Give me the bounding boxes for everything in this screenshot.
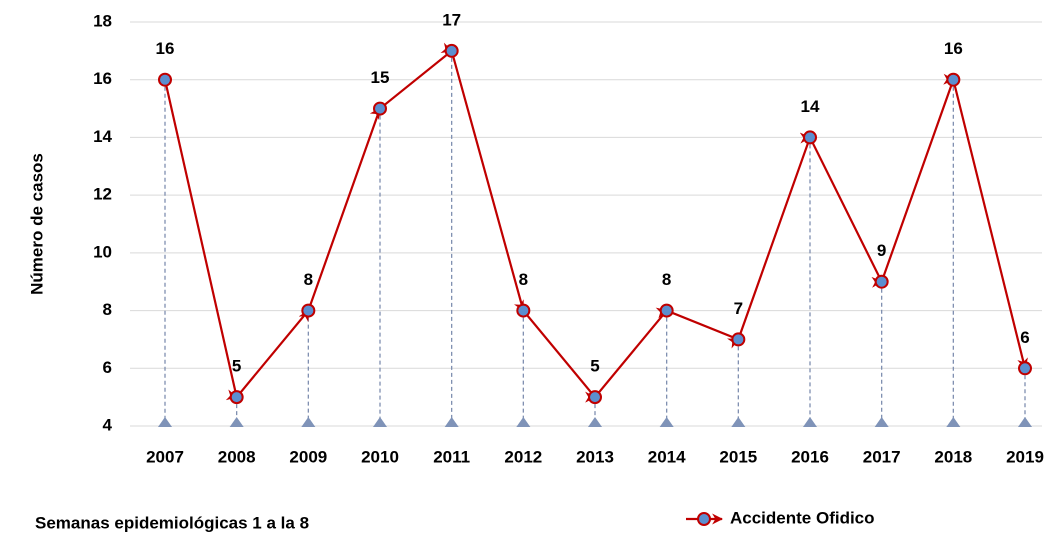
point [229,390,244,405]
series-line [163,42,1028,403]
legend-label: Accidente Ofidico [730,508,875,527]
base-marker [588,417,602,427]
x-tick-label: 2009 [289,447,327,466]
data-label: 8 [519,270,528,289]
x-tick-label: 2008 [218,447,256,466]
data-label: 9 [877,241,886,260]
y-tick-label: 4 [103,415,113,434]
base-marker [946,417,961,427]
data-label: 5 [232,357,241,376]
x-tick-label: 2011 [433,447,470,466]
point [1018,361,1032,376]
base-marker [229,417,244,427]
base-marker [1018,417,1032,427]
x-tick-label: 2010 [361,447,399,466]
legend-marker [697,512,711,526]
base-marker [803,417,817,427]
point [659,303,674,318]
base-marker [731,417,746,427]
data-label: 8 [304,270,313,289]
x-tick-label: 2016 [791,447,829,466]
point [803,130,817,145]
x-tick-label: 2013 [576,447,614,466]
x-tick-label: 2012 [504,447,542,466]
data-label: 16 [156,39,175,58]
point [373,101,387,116]
base-marker [874,417,889,427]
point [946,72,961,87]
y-tick-label: 18 [93,11,112,30]
base-marker [158,417,172,427]
x-tick-label: 2014 [648,447,686,466]
data-label: 17 [442,10,461,29]
x-tick-label: 2018 [934,447,972,466]
y-tick-label: 14 [93,127,112,146]
point [516,303,531,318]
point [158,72,172,87]
point [444,43,459,58]
x-tick-label: 2015 [719,447,757,466]
x-tick-label: 2007 [146,447,184,466]
x-tick-label: 2019 [1006,447,1044,466]
y-tick-label: 12 [93,185,112,204]
point [731,332,746,347]
y-tick-label: 16 [93,69,112,88]
x-axis-label: Semanas epidemiológicas 1 a la 8 [35,513,309,532]
point [874,274,889,289]
y-tick-label: 6 [103,358,112,377]
data-label: 6 [1020,328,1029,347]
x-tick-label: 2017 [863,447,901,466]
data-label: 15 [371,68,390,87]
data-label: 5 [590,357,599,376]
base-marker [659,417,674,427]
data-label: 16 [944,39,963,58]
y-tick-label: 8 [103,300,112,319]
base-marker [301,417,316,427]
data-label: 14 [801,97,820,116]
data-label: 8 [662,270,671,289]
y-tick-label: 10 [93,242,112,261]
point [301,303,316,318]
base-marker [444,417,459,427]
y-axis-label: Número de casos [27,153,46,295]
data-label: 7 [734,299,743,318]
base-marker [516,417,531,427]
base-marker [373,417,387,427]
point [588,390,602,405]
